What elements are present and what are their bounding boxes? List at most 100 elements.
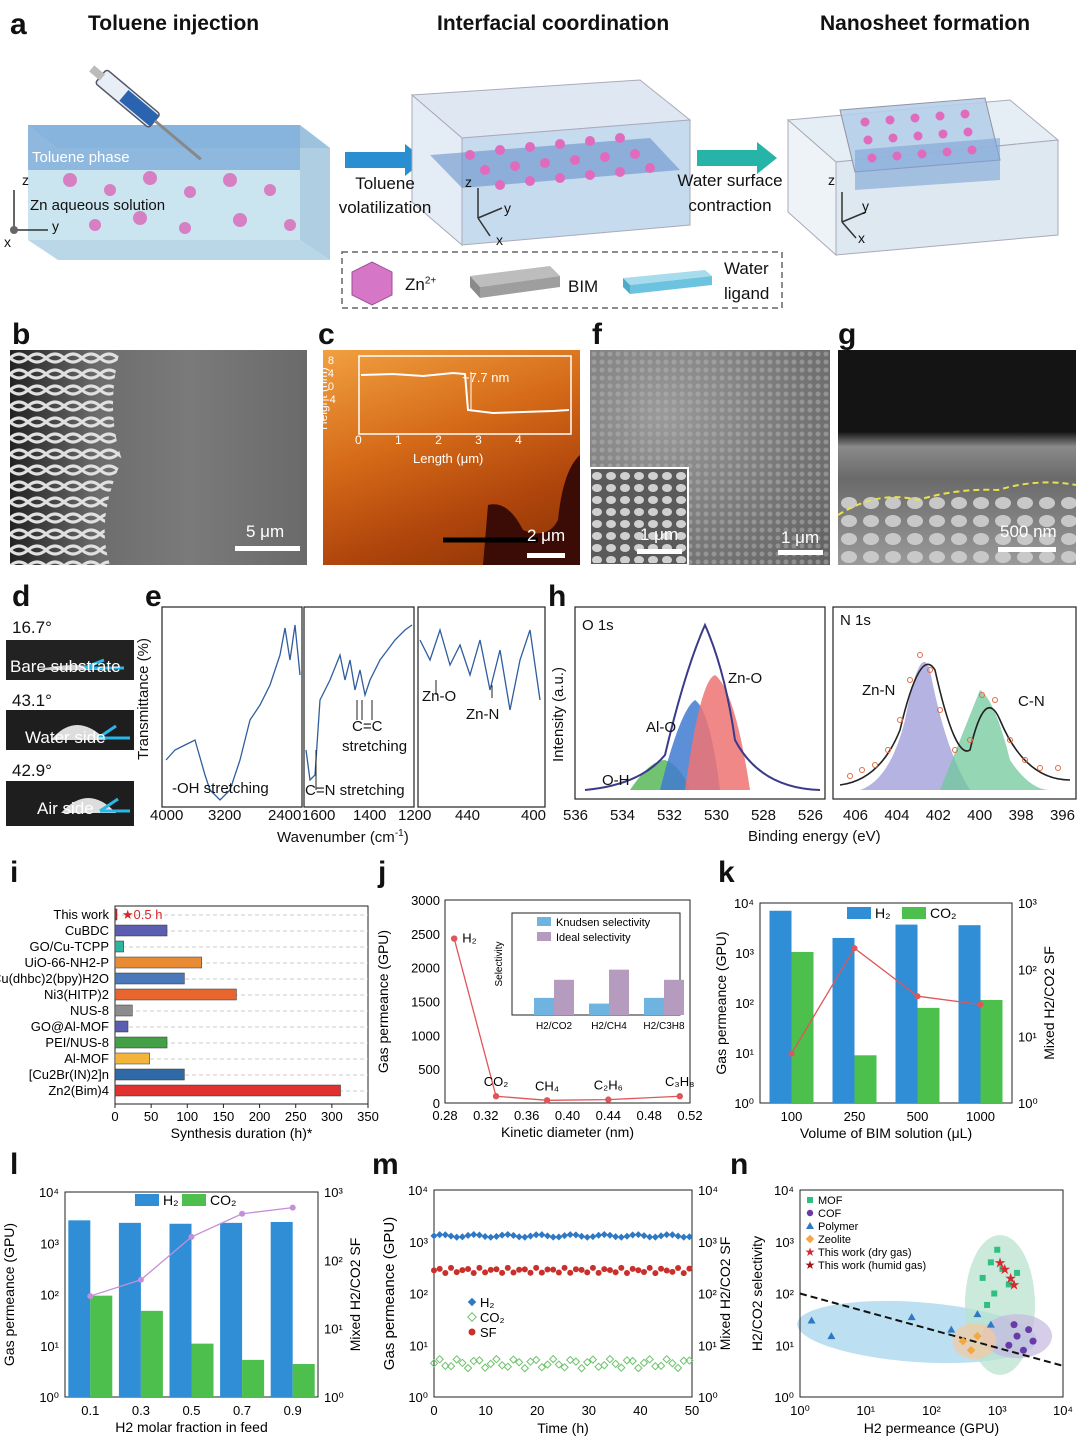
point-h2	[441, 1231, 449, 1239]
point-sf	[550, 1266, 557, 1273]
y-tick-label: 1000	[411, 1028, 440, 1043]
category-label: Al-MOF	[64, 1051, 109, 1066]
data-label: C₃H₈	[665, 1074, 694, 1089]
sf-point	[788, 1050, 795, 1057]
x-tick-label: 0.1	[81, 1403, 99, 1418]
point-h2	[464, 1231, 472, 1239]
panel-letter-b: b	[12, 318, 31, 351]
point-sf	[499, 1269, 506, 1276]
point-mof	[994, 1246, 1001, 1253]
x-tick-label: 50	[685, 1403, 699, 1418]
droplet-label-1: Bare substrate	[10, 657, 121, 676]
point-sf	[453, 1269, 460, 1276]
point-co2	[543, 1360, 552, 1369]
point-co2	[458, 1358, 467, 1368]
arrow2-label-line1: Water surface	[677, 171, 783, 190]
sf-point	[289, 1204, 296, 1211]
axis-y-a1: y	[52, 218, 59, 234]
y2-tick-label: 10⁰	[1018, 1096, 1038, 1111]
point-h2	[617, 1233, 625, 1241]
axis-x-a2: x	[496, 232, 503, 248]
y2-axis-label: Mixed H2/CO2 SF	[717, 1237, 733, 1351]
sf-line	[790, 947, 981, 1054]
bar-ideal	[664, 979, 684, 1015]
point-co2	[634, 1363, 643, 1373]
x-tick-label: 0.7	[233, 1403, 251, 1418]
point-this-work: ★	[994, 1254, 1007, 1270]
panel-letter-a: a	[10, 8, 27, 41]
point-h2	[447, 1232, 455, 1240]
point-sf	[448, 1264, 455, 1271]
xps-o1s: O 1s	[582, 617, 614, 634]
legend-mark	[805, 1234, 815, 1244]
point-h2	[453, 1233, 461, 1241]
droplet-image-1	[6, 640, 134, 680]
point-sf	[533, 1264, 540, 1271]
scalebar-b	[235, 546, 300, 551]
x-tick-label: 10	[478, 1403, 492, 1418]
point-sf	[641, 1269, 648, 1276]
sf-point	[87, 1293, 94, 1300]
point-h2	[504, 1231, 512, 1239]
x-tick-label: 0.28	[432, 1108, 457, 1123]
xps-peak-zno: Zn-O	[728, 670, 763, 687]
legend-swatch-h2	[135, 1194, 159, 1206]
y-tick-label: 10¹	[40, 1339, 59, 1354]
point-sf	[470, 1269, 477, 1276]
point-sf	[465, 1266, 472, 1273]
scale-label-b: 5 μm	[246, 522, 285, 541]
x-axis-label: H2 permeance (GPU)	[864, 1420, 999, 1436]
point-mof	[1014, 1269, 1021, 1276]
sf-point	[977, 1001, 984, 1008]
sem-image-g	[838, 350, 1076, 565]
point-h2	[595, 1231, 603, 1239]
sem-image-b	[10, 350, 307, 565]
y-tick-label: 1500	[411, 995, 440, 1010]
y-axis-label: Gas permeance (GPU)	[713, 931, 729, 1074]
x-tick-label: 1000	[966, 1109, 995, 1124]
legend-mark-sf	[468, 1328, 476, 1336]
chart-h2-fraction: 10⁰ 10¹ 10² 10³ 10⁴ 10⁰ 10¹ 10² 10³ 0.1 0.3 0.5 0.7 0…	[1, 1185, 363, 1435]
y-tick-label: 10⁴	[408, 1183, 428, 1198]
x-tick-label: 10¹	[856, 1403, 875, 1418]
legend-mark: ★	[805, 1245, 816, 1259]
point-sf	[578, 1266, 585, 1273]
y-tick-label: 10²	[409, 1287, 428, 1302]
y2-tick-label: 10⁰	[324, 1390, 344, 1405]
bar	[114, 1068, 185, 1081]
ftir-annot-oh: -OH stretching	[172, 780, 269, 797]
ftir-annot-zno: Zn-O	[422, 688, 457, 705]
x-tick-label: 20	[530, 1403, 544, 1418]
scalebar-f	[778, 550, 823, 555]
bar-co2	[191, 1343, 214, 1397]
point-h2	[492, 1232, 500, 1241]
xps-peak-znn: Zn-N	[862, 682, 896, 699]
bar-co2	[917, 1007, 940, 1103]
legend-h2: H₂	[163, 1192, 179, 1208]
legend-label: MOF	[818, 1195, 843, 1207]
x-tick-label: 200	[249, 1109, 271, 1124]
chart-time-stability: 10⁰ 10⁰ 10¹ 10¹ 10² 10² 10³ 10³ 10⁴ 10⁴ 0 10 20 30 40 5…	[381, 1183, 733, 1436]
xps-peak-cn: C-N	[1018, 693, 1045, 710]
point-co2	[605, 1354, 615, 1364]
panel-letter-c: c	[318, 318, 335, 351]
point-h2	[600, 1231, 608, 1239]
x-tick-label: 0.48	[637, 1108, 662, 1123]
y-tick-label: 0	[433, 1096, 440, 1111]
point-h2	[640, 1232, 648, 1240]
y-tick-label: 10⁰	[734, 1096, 754, 1111]
point-cof	[1029, 1337, 1037, 1345]
y-axis-label: Gas permeance (GPU)	[375, 930, 391, 1073]
point-co2	[452, 1355, 461, 1364]
chart-synthesis-duration: This workCuBDCGO/Cu-TCPPUiO-66-NH2-PCu(d…	[0, 905, 379, 1141]
bar	[114, 908, 118, 921]
droplet-label-2: Water side	[25, 728, 106, 747]
chart-bim-volume: 10⁰ 10¹ 10² 10³ 10⁴ 10⁰ 10¹ 10² 10³ 100 250 500 1000…	[713, 896, 1057, 1141]
droplet-image-2	[6, 710, 134, 750]
x-tick-label: 250	[844, 1109, 866, 1124]
point-zeolite	[966, 1346, 976, 1355]
y-tick-label: 10²	[775, 1287, 794, 1302]
y-tick-label: 10¹	[735, 1046, 754, 1061]
y-tick-label: 10²	[40, 1288, 59, 1303]
point-h2	[526, 1232, 535, 1240]
